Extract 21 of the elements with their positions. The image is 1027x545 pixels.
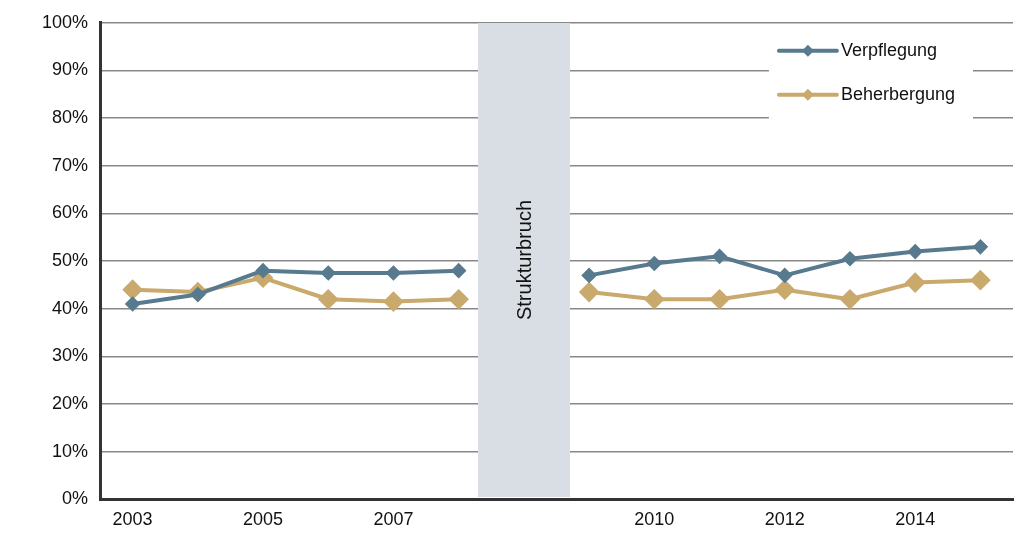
y-tick-label: 50% — [51, 250, 88, 271]
legend-label: Beherbergung — [840, 83, 955, 104]
x-tick-label: 2005 — [243, 509, 284, 530]
y-tick-label: 40% — [51, 297, 88, 318]
x-tick-label: 2012 — [764, 509, 805, 530]
x-tick-label: 2003 — [112, 509, 153, 530]
y-tick-label: 80% — [51, 107, 88, 128]
x-tick-label: 2014 — [895, 509, 936, 530]
x-tick-label: 2010 — [634, 509, 675, 530]
y-tick-label: 0% — [61, 488, 88, 509]
y-tick-label: 90% — [51, 59, 88, 80]
legend-label: Verpflegung — [840, 39, 937, 60]
y-tick-label: 20% — [51, 393, 88, 414]
y-tick-label: 100% — [41, 11, 88, 32]
y-tick-label: 70% — [51, 154, 88, 175]
break-panel: Strukturbruch — [478, 22, 570, 498]
annotation: Strukturbruch — [512, 200, 536, 321]
x-tick-label: 2007 — [373, 509, 414, 530]
y-tick-label: 10% — [51, 440, 88, 461]
y-tick-label: 60% — [51, 202, 88, 223]
y-tick-label: 30% — [51, 345, 88, 366]
